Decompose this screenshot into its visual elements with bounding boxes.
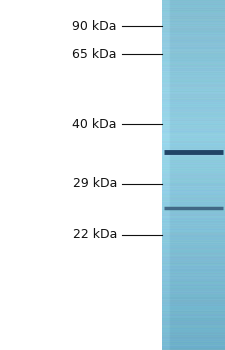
Text: 22 kDa: 22 kDa (73, 228, 117, 241)
Text: 65 kDa: 65 kDa (72, 48, 117, 61)
Text: 40 kDa: 40 kDa (72, 118, 117, 131)
Text: 29 kDa: 29 kDa (73, 177, 117, 190)
Text: 90 kDa: 90 kDa (72, 20, 117, 33)
